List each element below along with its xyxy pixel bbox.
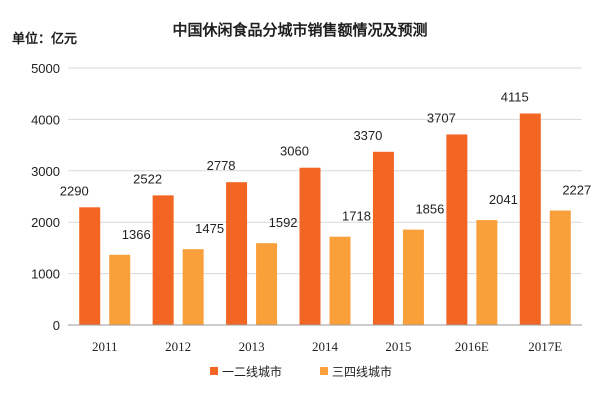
x-tick-label: 2015 xyxy=(385,339,411,354)
bar-tier12-2016E xyxy=(446,134,468,325)
x-tick-label: 2016E xyxy=(455,339,489,354)
bar-tier12-2013 xyxy=(226,182,248,325)
legend-label: 三四线城市 xyxy=(332,364,392,379)
data-label: 2522 xyxy=(133,171,162,186)
bar-tier12-2011 xyxy=(79,207,101,325)
x-tick-label: 2011 xyxy=(92,339,118,354)
chart-title: 中国休闲食品分城市销售额情况及预测 xyxy=(172,21,427,39)
bar-tier12-2015 xyxy=(372,151,394,325)
x-tick-label: 2017E xyxy=(528,339,562,354)
bars xyxy=(79,113,571,325)
data-label: 1592 xyxy=(269,215,298,230)
data-labels: 2290 1366 2522 1475 2778 1592 3060 1718 3370 1856… xyxy=(60,89,591,241)
legend-swatch xyxy=(320,367,328,375)
bar-tier12-2014 xyxy=(299,167,321,325)
data-label: 1718 xyxy=(342,209,371,224)
data-label: 2290 xyxy=(60,183,89,198)
y-tick-label: 3000 xyxy=(31,164,60,179)
y-tick-label: 4000 xyxy=(31,112,60,127)
y-tick-label: 0 xyxy=(53,318,60,333)
bar-tier34-2014 xyxy=(329,236,351,325)
bar-tier34-2017E xyxy=(549,210,571,325)
bar-tier34-2013 xyxy=(256,243,278,325)
x-axis-ticks: 2011 2012 2013 2014 2015 2016E 2017E xyxy=(92,339,562,354)
data-label: 4115 xyxy=(501,89,529,104)
data-label: 2041 xyxy=(489,192,518,207)
x-tick-label: 2014 xyxy=(312,339,339,354)
y-tick-label: 1000 xyxy=(31,267,60,282)
legend-swatch xyxy=(210,367,218,375)
data-label: 1366 xyxy=(122,227,151,242)
data-label: 1475 xyxy=(195,221,224,236)
data-label: 3707 xyxy=(427,110,456,125)
bar-tier34-2016E xyxy=(476,220,498,325)
data-label: 2778 xyxy=(207,158,236,173)
x-tick-label: 2012 xyxy=(165,339,191,354)
bar-tier34-2015 xyxy=(402,229,424,325)
data-label: 2227 xyxy=(562,183,591,198)
data-label: 1856 xyxy=(415,202,444,217)
legend: 一二线城市 三四线城市 xyxy=(210,364,392,379)
data-label: 3060 xyxy=(280,144,309,159)
bar-tier12-2017E xyxy=(519,113,541,325)
legend-label: 一二线城市 xyxy=(222,364,282,379)
bar-tier34-2012 xyxy=(182,249,204,325)
data-label: 3370 xyxy=(353,128,382,143)
y-tick-label: 5000 xyxy=(31,61,60,76)
y-tick-label: 2000 xyxy=(31,215,60,230)
y-axis-ticks: 0 1000 2000 3000 4000 5000 xyxy=(31,61,60,333)
bar-tier12-2012 xyxy=(152,195,174,325)
unit-label: 单位：亿元 xyxy=(12,31,77,47)
x-tick-label: 2013 xyxy=(239,339,265,354)
bar-tier34-2011 xyxy=(109,254,131,325)
